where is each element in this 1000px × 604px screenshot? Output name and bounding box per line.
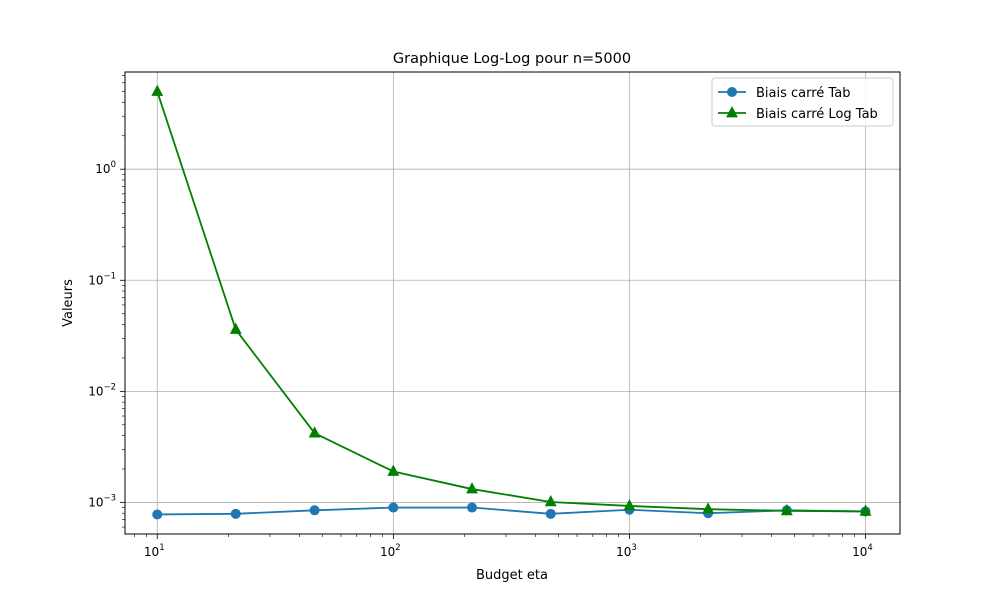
grid-lines	[125, 72, 900, 534]
y-tick-exp-1: −1	[103, 271, 116, 281]
x-tick-base-0: 10	[144, 545, 159, 559]
x-tick-label-0: 101	[144, 543, 165, 559]
series-1-point-1	[229, 322, 242, 334]
y-tick-exp-2: −2	[103, 382, 116, 392]
series-1-point-3	[387, 464, 400, 476]
y-tick-label-3: 10−3	[88, 493, 116, 509]
y-tick-label-0: 100	[95, 160, 116, 176]
y-tick-exp-0: 0	[111, 160, 116, 170]
series-1-point-7	[702, 502, 715, 514]
legend-swatch-marker-1	[726, 106, 738, 118]
legend-label-0: Biais carré Tab	[756, 86, 850, 101]
x-tick-base-2: 10	[616, 545, 631, 559]
x-tick-base-1: 10	[380, 545, 395, 559]
series-1-point-2	[308, 426, 321, 438]
series-0-point-2	[309, 505, 320, 516]
y-tick-base-3: 10	[88, 495, 103, 509]
legend-box	[711, 77, 894, 127]
series-1-point-9	[859, 504, 872, 516]
series-1	[151, 84, 872, 516]
series-1-point-0	[151, 84, 164, 96]
x-tick-exp-1: 2	[395, 543, 400, 553]
legend-swatch-marker-0	[727, 87, 737, 97]
x-tick-label-1: 102	[380, 543, 401, 559]
series-0-point-0	[152, 509, 163, 520]
y-tick-exp-3: −3	[103, 493, 116, 503]
x-tick-exp-0: 1	[159, 543, 164, 553]
y-tick-label-1: 10−1	[88, 271, 116, 287]
x-tick-label-3: 104	[852, 543, 873, 559]
x-axis-label: Budget eta	[476, 568, 548, 583]
series-0-point-3	[388, 502, 399, 513]
series-1-point-4	[466, 482, 478, 494]
series-0-point-5	[545, 508, 556, 519]
legend: Biais carré Tab Biais carré Log Tab	[711, 77, 894, 127]
series-0-point-1	[230, 508, 241, 519]
x-tick-label-2: 103	[616, 543, 637, 559]
x-tick-base-3: 10	[852, 545, 867, 559]
series-1-line	[156, 91, 866, 513]
chart-title: Graphique Log-Log pour n=5000	[393, 51, 631, 67]
series-1-point-5	[544, 495, 557, 507]
x-tick-exp-3: 4	[867, 543, 872, 553]
y-tick-base-2: 10	[88, 384, 103, 398]
y-tick-base-1: 10	[88, 273, 103, 287]
legend-label-1: Biais carré Log Tab	[756, 107, 878, 122]
legend-item-1: Biais carré Log Tab	[718, 106, 878, 122]
plot-frame	[124, 71, 901, 535]
series-1-point-6	[623, 499, 636, 511]
series-1-point-8	[780, 503, 793, 516]
series-0-point-4	[467, 502, 478, 513]
y-tick-base-0: 10	[95, 162, 110, 176]
y-axis-label: Valeurs	[61, 279, 76, 327]
series-0-line	[157, 506, 866, 516]
x-tick-exp-2: 3	[631, 543, 636, 553]
series-group	[151, 84, 872, 520]
legend-item-0: Biais carré Tab	[718, 86, 850, 101]
y-tick-label-2: 10−2	[88, 382, 116, 398]
